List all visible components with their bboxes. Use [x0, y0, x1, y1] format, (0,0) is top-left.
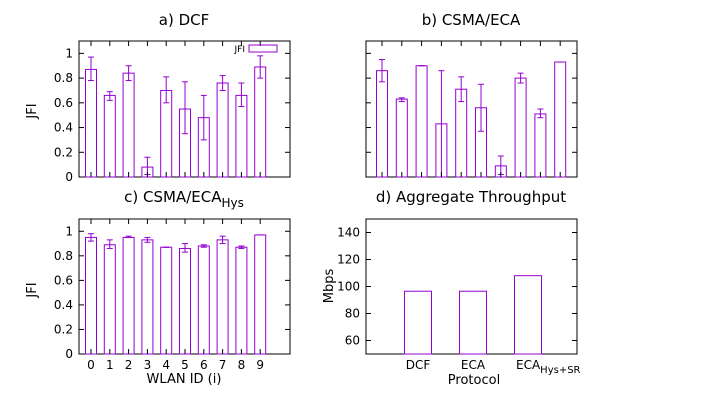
bar	[216, 239, 229, 355]
panel-c-title: c) CSMA/ECAHys	[124, 188, 244, 210]
x-tick-label: ECAHys+SR	[516, 358, 581, 376]
x-tick-label: 0	[87, 358, 95, 372]
bar	[179, 247, 191, 355]
bar	[235, 246, 248, 355]
bar	[455, 88, 468, 178]
legend-label: JFI	[234, 45, 246, 55]
panel-a: a) DCF JFI 0 0.2 0.4 0.6 0.8 1 JFI	[25, 11, 291, 184]
panel-a-plot: 0 0.2 0.4 0.6 0.8 1	[54, 40, 291, 184]
panel-c: c) CSMA/ECAHys JFI WLAN ID (i) 0 0.2 0.4 0.…	[25, 188, 291, 387]
y-tick-label: 140	[337, 226, 360, 240]
panel-c-xlabel: WLAN ID (i)	[147, 372, 222, 387]
x-tick-label-main: ECA	[516, 358, 541, 372]
bar	[514, 275, 542, 355]
y-tick-label: 0.4	[54, 298, 73, 312]
bar	[85, 68, 97, 178]
y-tick-label: 80	[345, 307, 360, 321]
x-tick-label-subscript: Hys+SR	[540, 365, 580, 376]
bar	[103, 94, 116, 178]
bar	[376, 70, 388, 178]
panel-b: b) CSMA/ECA	[365, 11, 578, 178]
x-tick-label: DCF	[406, 358, 431, 372]
panel-d-title: d) Aggregate Throughput	[376, 188, 566, 206]
x-tick-label: 5	[181, 358, 189, 372]
x-tick-label: 1	[106, 358, 114, 372]
bar	[122, 72, 135, 178]
bar	[141, 239, 154, 355]
bar	[160, 246, 173, 355]
legend-swatch	[248, 44, 278, 53]
y-tick-label: 0	[65, 347, 73, 361]
panel-d: d) Aggregate Throughput Mbps Protocol 60…	[322, 188, 581, 388]
bar	[122, 236, 135, 355]
y-tick-label: 0	[65, 170, 73, 184]
x-tick-label: 6	[200, 358, 208, 372]
bar	[103, 244, 116, 355]
bar	[254, 234, 267, 355]
y-tick-label: 120	[337, 253, 360, 267]
y-tick-label: 0.8	[54, 71, 73, 85]
bar	[404, 290, 432, 355]
panel-b-title: b) CSMA/ECA	[422, 11, 521, 29]
bar	[534, 113, 547, 178]
bar	[415, 65, 428, 178]
y-tick-label: 100	[337, 280, 360, 294]
bar	[160, 89, 173, 178]
panel-c-title-subscript: Hys	[221, 196, 243, 210]
x-tick-label: 3	[144, 358, 152, 372]
x-tick-label: 4	[162, 358, 170, 372]
x-tick-label: 8	[238, 358, 246, 372]
bar	[514, 77, 527, 178]
panel-c-title-main: c) CSMA/ECA	[124, 188, 222, 206]
plot-frame	[78, 218, 291, 355]
bar	[254, 66, 267, 178]
bar	[85, 236, 97, 355]
panel-a-title: a) DCF	[159, 11, 209, 29]
panel-b-plot	[365, 40, 578, 178]
y-tick-label: 1	[65, 46, 73, 60]
panel-a-ylabel: JFI	[25, 103, 40, 119]
bar	[216, 82, 229, 178]
panel-c-plot: 00.20.40.60.810 1 2 3 4 5 6 7 8 9	[54, 218, 291, 372]
bar	[197, 245, 210, 355]
bar	[554, 61, 567, 178]
y-tick-label: 0.2	[54, 322, 73, 336]
plot-frame	[365, 218, 578, 355]
x-tick-label: 9	[256, 358, 264, 372]
panel-d-ylabel: Mbps	[322, 269, 337, 304]
y-tick-label: 0.2	[54, 145, 73, 159]
panel-a-legend: JFI	[234, 44, 278, 55]
bar	[235, 94, 248, 178]
bar	[395, 98, 408, 178]
plot-frame	[365, 40, 578, 178]
y-tick-label: 1	[65, 224, 73, 238]
panel-d-xlabel: Protocol	[448, 373, 500, 388]
bar	[459, 290, 487, 355]
y-tick-label: 0.6	[54, 273, 73, 287]
y-tick-label: 0.6	[54, 96, 73, 110]
y-tick-label: 0.8	[54, 249, 73, 263]
x-tick-label: 7	[219, 358, 227, 372]
panel-c-ylabel: JFI	[25, 282, 40, 298]
y-tick-label: 0.4	[54, 121, 73, 135]
y-tick-label: 60	[345, 334, 360, 348]
x-tick-label: 2	[125, 358, 133, 372]
x-tick-label: ECA	[461, 358, 486, 372]
